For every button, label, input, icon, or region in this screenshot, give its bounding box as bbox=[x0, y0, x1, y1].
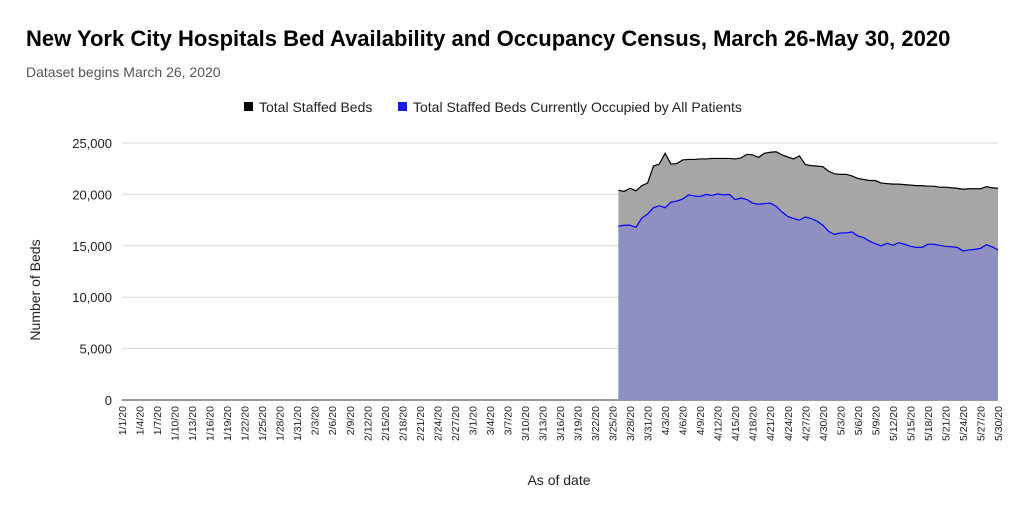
x-tick-label: 5/6/20 bbox=[853, 406, 865, 435]
x-tick-label: 4/3/20 bbox=[660, 406, 672, 435]
x-tick-label: 3/13/20 bbox=[537, 406, 549, 441]
x-axis-label: As of date bbox=[527, 472, 590, 488]
y-axis-ticks: 0 5,000 10,000 15,000 20,000 25,000 bbox=[72, 136, 112, 408]
x-tick-label: 4/6/20 bbox=[678, 406, 690, 435]
y-tick-label: 5,000 bbox=[79, 342, 112, 357]
x-tick-label: 4/24/20 bbox=[783, 406, 795, 441]
x-tick-label: 1/13/20 bbox=[187, 406, 199, 441]
x-tick-label: 2/12/20 bbox=[362, 406, 374, 441]
series-line-0 bbox=[618, 151, 999, 192]
y-tick-label: 15,000 bbox=[72, 239, 112, 254]
x-tick-label: 5/24/20 bbox=[958, 406, 970, 441]
series-area-1 bbox=[618, 193, 998, 400]
x-tick-label: 5/18/20 bbox=[923, 406, 935, 441]
x-tick-label: 3/19/20 bbox=[573, 406, 585, 441]
x-tick-label: 4/9/20 bbox=[695, 406, 707, 435]
x-tick-label: 2/3/20 bbox=[310, 406, 322, 435]
x-tick-label: 4/12/20 bbox=[713, 406, 725, 441]
y-tick-label: 10,000 bbox=[72, 290, 112, 305]
y-tick-label: 20,000 bbox=[72, 187, 112, 202]
legend-label-total-staffed-beds: Total Staffed Beds bbox=[259, 99, 372, 115]
x-tick-label: 4/27/20 bbox=[800, 406, 812, 441]
x-tick-label: 3/31/20 bbox=[643, 406, 655, 441]
x-tick-label: 2/21/20 bbox=[415, 406, 427, 441]
series-line-1 bbox=[618, 193, 999, 252]
x-tick-label: 4/15/20 bbox=[730, 406, 742, 441]
x-tick-label: 1/4/20 bbox=[135, 406, 147, 435]
x-tick-label: 3/22/20 bbox=[590, 406, 602, 441]
x-tick-label: 3/10/20 bbox=[520, 406, 532, 441]
x-tick-label: 1/22/20 bbox=[240, 406, 252, 441]
x-tick-label: 4/30/20 bbox=[818, 406, 830, 441]
x-axis-ticks: 1/1/20 1/4/20 1/7/20 1/10/20 1/13/20 1/16/20 1… bbox=[117, 406, 1005, 441]
x-tick-label: 5/30/20 bbox=[993, 406, 1005, 441]
legend: Total Staffed Beds Total Staffed Beds Cu… bbox=[244, 99, 742, 115]
x-tick-label: 1/28/20 bbox=[275, 406, 287, 441]
x-tick-label: 2/27/20 bbox=[450, 406, 462, 441]
y-tick-label: 0 bbox=[105, 393, 112, 408]
x-tick-label: 2/6/20 bbox=[327, 406, 339, 435]
x-tick-label: 1/10/20 bbox=[170, 406, 182, 441]
x-tick-label: 3/25/20 bbox=[608, 406, 620, 441]
x-tick-label: 1/1/20 bbox=[117, 406, 129, 435]
x-tick-label: 3/28/20 bbox=[625, 406, 637, 441]
x-tick-label: 1/16/20 bbox=[205, 406, 217, 441]
legend-label-occupied-beds: Total Staffed Beds Currently Occupied by… bbox=[413, 99, 742, 115]
x-tick-label: 2/24/20 bbox=[432, 406, 444, 441]
series-areas bbox=[618, 151, 999, 400]
legend-swatch-total-staffed-beds bbox=[244, 102, 253, 111]
x-tick-label: 3/4/20 bbox=[485, 406, 497, 435]
x-tick-label: 4/21/20 bbox=[765, 406, 777, 441]
x-tick-label: 3/7/20 bbox=[502, 406, 514, 435]
x-tick-label: 4/18/20 bbox=[748, 406, 760, 441]
chart-title: New York City Hospitals Bed Availability… bbox=[26, 26, 951, 51]
x-tick-label: 5/12/20 bbox=[888, 406, 900, 441]
chart-subtitle: Dataset begins March 26, 2020 bbox=[26, 64, 221, 80]
x-tick-label: 2/9/20 bbox=[345, 406, 357, 435]
x-tick-label: 2/15/20 bbox=[380, 406, 392, 441]
legend-swatch-occupied-beds bbox=[398, 102, 407, 111]
x-tick-label: 5/21/20 bbox=[940, 406, 952, 441]
x-tick-label: 1/25/20 bbox=[257, 406, 269, 441]
x-tick-label: 5/9/20 bbox=[870, 406, 882, 435]
x-tick-label: 1/31/20 bbox=[292, 406, 304, 441]
y-tick-label: 25,000 bbox=[72, 136, 112, 151]
x-tick-label: 1/19/20 bbox=[222, 406, 234, 441]
x-tick-label: 5/3/20 bbox=[835, 406, 847, 435]
x-tick-label: 5/27/20 bbox=[975, 406, 987, 441]
y-axis-label: Number of Beds bbox=[27, 239, 43, 340]
x-tick-label: 5/15/20 bbox=[905, 406, 917, 441]
x-tick-label: 1/7/20 bbox=[152, 406, 164, 435]
x-tick-label: 3/1/20 bbox=[467, 406, 479, 435]
x-tick-label: 2/18/20 bbox=[397, 406, 409, 441]
x-tick-label: 3/16/20 bbox=[555, 406, 567, 441]
